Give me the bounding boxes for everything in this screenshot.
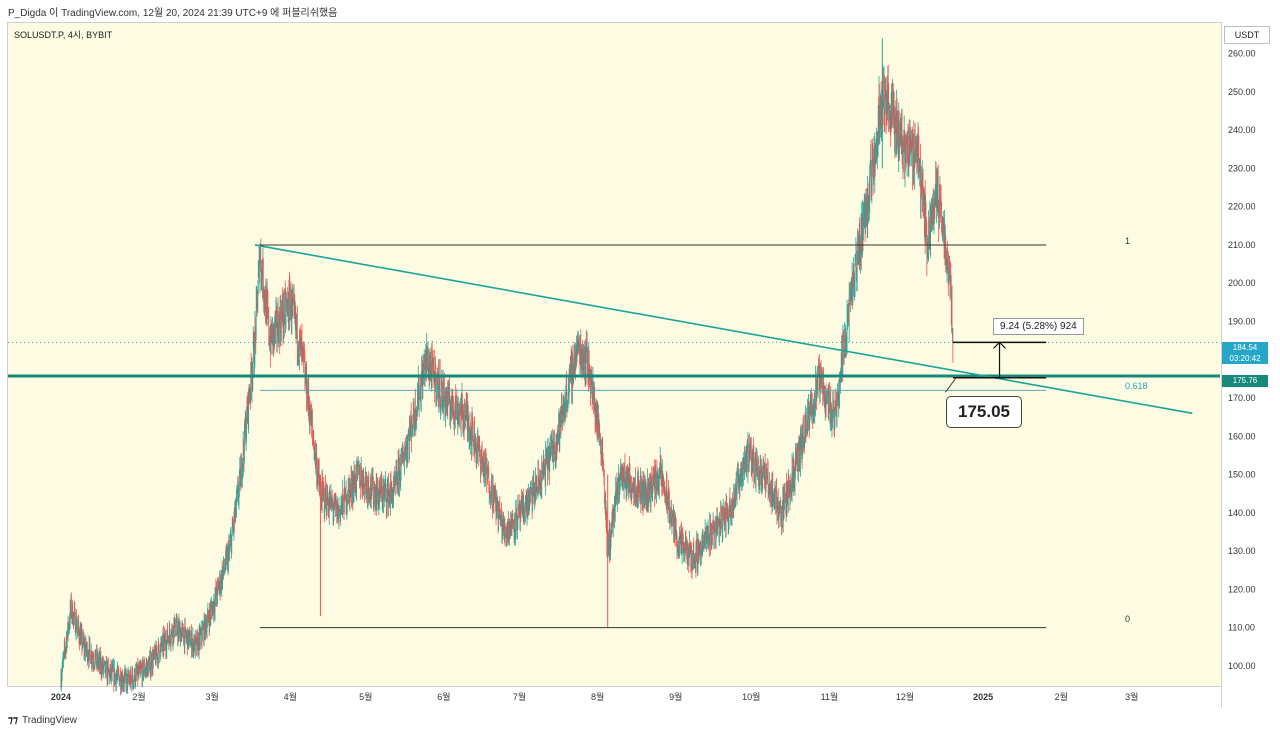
y-tick-label: 190.00: [1228, 316, 1256, 326]
y-tick-label: 260.00: [1228, 49, 1256, 59]
footer: ⁊⁊ TradingView: [8, 715, 77, 726]
y-tick-label: 110.00: [1228, 623, 1255, 633]
y-tick-label: 210.00: [1228, 240, 1256, 250]
y-tick-label: 140.00: [1228, 508, 1256, 518]
tv-logo-icon: ⁊⁊: [8, 715, 18, 726]
x-tick-label: 7월: [513, 691, 526, 702]
x-tick-label: 12월: [896, 691, 914, 702]
time-axis[interactable]: [7, 686, 1221, 709]
y-tick-label: 120.00: [1228, 584, 1256, 594]
y-tick-label: 170.00: [1228, 393, 1256, 403]
bar-countdown: 03:20:42: [1229, 354, 1261, 363]
x-tick-label: 4월: [284, 691, 297, 702]
y-tick-label: 240.00: [1228, 125, 1256, 135]
fib-label-1: 1: [1125, 236, 1131, 246]
y-tick-label: 250.00: [1228, 87, 1256, 97]
x-tick-label: 2025: [973, 692, 993, 702]
y-tick-label: 230.00: [1228, 163, 1256, 173]
fib-label-0: 0: [1125, 614, 1131, 624]
x-tick-label: 3월: [205, 691, 218, 702]
x-tick-label: 10월: [742, 691, 760, 702]
x-tick-label: 9월: [669, 691, 682, 702]
y-tick-label: 200.00: [1228, 278, 1256, 288]
current-price-tag: 184.54 03:20:42: [1222, 342, 1268, 364]
x-tick-label: 6월: [437, 691, 450, 702]
x-tick-label: 2월: [1055, 691, 1068, 702]
price-axis[interactable]: [1221, 22, 1280, 708]
support-price-tag: 175.76: [1222, 375, 1268, 387]
current-price-value: 184.54: [1232, 343, 1258, 352]
y-tick-label: 100.00: [1228, 661, 1256, 671]
x-tick-label: 2월: [132, 691, 145, 702]
price-callout: 175.05: [946, 396, 1022, 428]
callout-pointer: [944, 378, 956, 393]
fib-label-0618: 0.618: [1125, 381, 1148, 391]
currency-unit-button[interactable]: USDT: [1224, 26, 1270, 44]
x-tick-label: 3월: [1125, 691, 1138, 702]
y-tick-label: 130.00: [1228, 546, 1256, 556]
trendline: [254, 244, 1193, 415]
x-tick-label: 5월: [359, 691, 372, 702]
symbol-label: SOLUSDT.P, 4시, BYBIT: [14, 30, 113, 40]
publish-header: P_Digda 이 TradingView.com, 12월 20, 2024 …: [8, 8, 338, 19]
x-tick-label: 8월: [591, 691, 604, 702]
chart-area[interactable]: [7, 22, 1222, 688]
y-tick-label: 160.00: [1228, 431, 1256, 441]
y-tick-label: 150.00: [1228, 470, 1256, 480]
y-tick-label: 220.00: [1228, 202, 1256, 212]
x-tick-label: 11월: [821, 691, 839, 702]
measure-arrow-head: [993, 341, 1006, 349]
measure-label: 9.24 (5.28%) 924: [993, 318, 1084, 335]
brand-name: TradingView: [21, 715, 77, 726]
x-tick-label: 2024: [51, 692, 71, 702]
